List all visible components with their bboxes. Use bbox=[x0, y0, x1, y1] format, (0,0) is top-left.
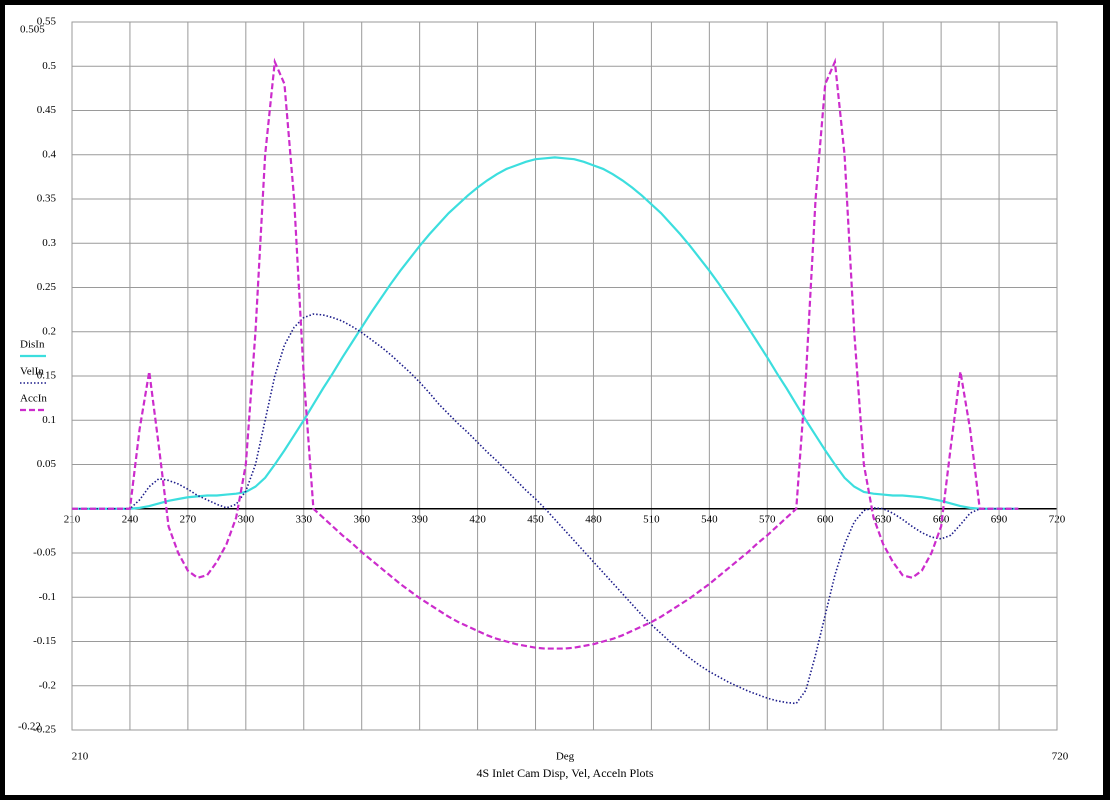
x-tick-label: 240 bbox=[122, 513, 139, 525]
legend-label: DisIn bbox=[20, 339, 45, 351]
x-tick-label: 390 bbox=[411, 513, 428, 525]
y-tick-label: 0.2 bbox=[42, 325, 56, 337]
series-line bbox=[72, 156, 1019, 510]
legend-label: AccIn bbox=[20, 393, 47, 405]
x-tick-label: 600 bbox=[817, 513, 834, 525]
y-tick-label: -0.05 bbox=[33, 547, 56, 559]
y-tick-label: -0.1 bbox=[39, 591, 56, 603]
x-limit-label: 720 bbox=[1052, 751, 1069, 763]
plot-frame bbox=[71, 21, 1058, 731]
plot-background bbox=[5, 5, 1103, 795]
x-tick-label: 480 bbox=[585, 513, 602, 525]
x-tick-label: 630 bbox=[875, 513, 892, 525]
y-tick-label: 0.35 bbox=[37, 193, 57, 205]
y-tick-label: 0.05 bbox=[37, 458, 57, 470]
y-tick-label: 0.5 bbox=[42, 60, 56, 72]
annotation: -0.22 bbox=[18, 721, 41, 733]
y-tick-label: 0.55 bbox=[37, 16, 57, 28]
x-tick-label: 540 bbox=[701, 513, 718, 525]
x-tick-label: 510 bbox=[643, 513, 660, 525]
series-line bbox=[72, 57, 1019, 650]
chart-title: 4S Inlet Cam Disp, Vel, Acceln Plots bbox=[476, 766, 653, 780]
y-tick-label: 0.4 bbox=[42, 148, 56, 160]
x-tick-label: 360 bbox=[353, 513, 370, 525]
annotation: 0.505 bbox=[20, 24, 45, 36]
y-tick-label: 0.3 bbox=[42, 237, 56, 249]
y-tick-label: -0.25 bbox=[33, 724, 56, 736]
legend-label: VelIn bbox=[20, 366, 44, 378]
x-tick-label: 300 bbox=[238, 513, 255, 525]
x-limit-label: 210 bbox=[72, 751, 89, 763]
x-axis-label: Deg bbox=[556, 751, 575, 763]
x-tick-label: 570 bbox=[759, 513, 776, 525]
y-tick-label: -0.15 bbox=[33, 635, 56, 647]
series-line bbox=[72, 313, 1019, 705]
x-tick-label: 270 bbox=[180, 513, 197, 525]
y-tick-label: 0.1 bbox=[42, 414, 56, 426]
x-tick-label: 330 bbox=[296, 513, 313, 525]
y-tick-label: 0.25 bbox=[37, 281, 57, 293]
x-tick-label: 420 bbox=[469, 513, 486, 525]
x-tick-label: 450 bbox=[527, 513, 544, 525]
x-tick-label: 690 bbox=[991, 513, 1008, 525]
y-tick-label: 0.45 bbox=[37, 104, 57, 116]
y-tick-label: -0.2 bbox=[39, 679, 56, 691]
y-tick-label: 0.15 bbox=[37, 370, 57, 382]
